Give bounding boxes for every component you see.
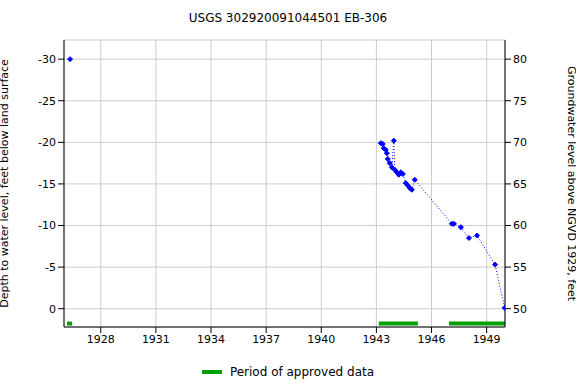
svg-text:-10: -10 (38, 219, 56, 232)
svg-text:1928: 1928 (87, 333, 115, 346)
svg-text:-20: -20 (38, 136, 56, 149)
svg-text:60: 60 (513, 219, 527, 232)
svg-text:1934: 1934 (197, 333, 225, 346)
svg-text:1931: 1931 (142, 333, 170, 346)
svg-text:-25: -25 (38, 95, 56, 108)
svg-text:1943: 1943 (362, 333, 390, 346)
svg-text:65: 65 (513, 178, 527, 191)
svg-text:50: 50 (513, 303, 527, 316)
svg-text:-5: -5 (45, 261, 56, 274)
svg-text:Depth to water level, feet bel: Depth to water level, feet below land su… (8, 59, 11, 308)
svg-text:1937: 1937 (252, 333, 280, 346)
svg-text:-15: -15 (38, 178, 56, 191)
svg-text:80: 80 (513, 53, 527, 66)
svg-text:1946: 1946 (418, 333, 446, 346)
html-text:USGS 302920091044501 EB-306: USGS 302920091044501 EB-306 (188, 11, 388, 25)
html-text:Period of approved data: Period of approved data (229, 365, 375, 379)
svg-text:75: 75 (513, 95, 527, 108)
svg-text:1940: 1940 (307, 333, 335, 346)
svg-text:Groundwater level above NGVD 1: Groundwater level above NGVD 1929, feet (565, 66, 568, 302)
svg-text:55: 55 (513, 261, 527, 274)
svg-text:0: 0 (49, 303, 56, 316)
svg-text:70: 70 (513, 136, 527, 149)
svg-text:1949: 1949 (473, 333, 501, 346)
svg-text:-30: -30 (38, 53, 56, 66)
